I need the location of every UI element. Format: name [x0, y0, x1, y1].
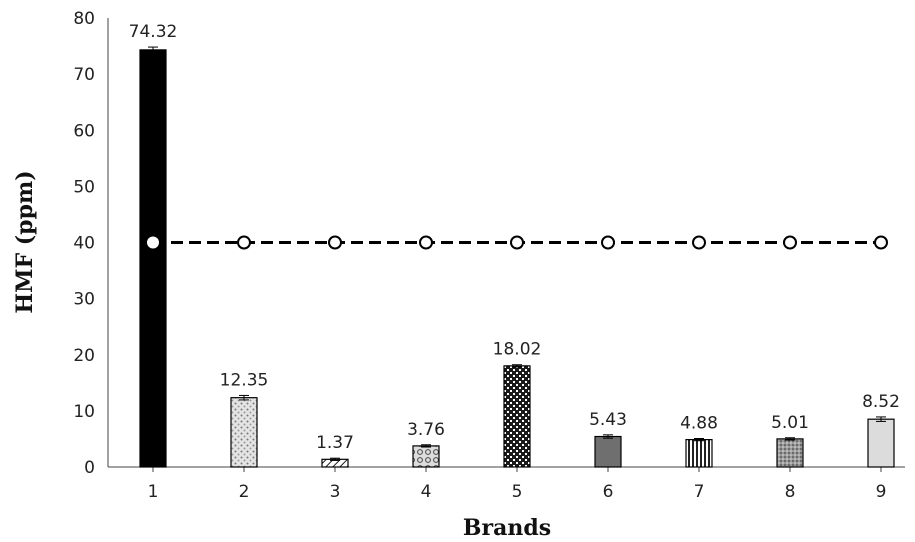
bar-brand-4: [412, 445, 440, 468]
reference-line-marker: [783, 235, 797, 250]
x-tick-group: 1 2 3 4 5 6 7 8 9: [148, 467, 887, 502]
data-label: 74.32: [129, 22, 178, 42]
bar-brand-7: [685, 439, 713, 468]
reference-line-marker: [147, 236, 159, 249]
bar-brand-1: [139, 49, 167, 468]
bar-brand-6: [594, 435, 622, 468]
reference-line-marker: [601, 235, 615, 250]
reference-line-marker: [692, 235, 706, 250]
data-label: 18.02: [493, 340, 542, 360]
x-axis-title: Brands: [463, 515, 551, 541]
y-tick-label: 50: [73, 177, 95, 197]
y-tick-label: 10: [73, 402, 95, 422]
x-tick-label: 4: [421, 482, 432, 502]
reference-line-marker: [510, 235, 524, 250]
y-tick-label: 80: [73, 9, 95, 29]
x-tick-label: 1: [148, 482, 159, 502]
bar-brand-8: [776, 438, 804, 468]
reference-line-group: [147, 235, 888, 250]
y-tick-label: 20: [73, 346, 95, 366]
y-tick-group: 0 10 20 30 40 50 60 70 80: [73, 9, 95, 478]
x-tick-label: 6: [603, 482, 614, 502]
data-label-group: 74.32 12.35 1.37 3.76 18.02 5.43 4.88 5.01 8.52: [129, 22, 900, 453]
bar-brand-2: [230, 397, 258, 468]
y-tick-label: 70: [73, 65, 95, 85]
y-tick-label: 40: [73, 234, 95, 254]
reference-line-marker: [237, 235, 251, 250]
x-tick-label: 3: [330, 482, 341, 502]
data-label: 8.52: [862, 392, 900, 412]
reference-line-marker: [874, 235, 888, 250]
data-label: 4.88: [680, 413, 718, 433]
data-label: 3.76: [407, 420, 445, 440]
x-tick-label: 5: [512, 482, 523, 502]
y-tick-label: 60: [73, 121, 95, 141]
y-axis-title: HMF (ppm): [12, 170, 38, 313]
bar-brand-5: [503, 365, 531, 468]
x-tick-label: 7: [694, 482, 705, 502]
data-label: 5.01: [771, 413, 809, 433]
x-tick-label: 2: [239, 482, 250, 502]
bar-group: [139, 46, 895, 468]
data-label: 1.37: [316, 433, 354, 453]
bar-brand-9: [867, 418, 895, 468]
x-tick-label: 8: [785, 482, 796, 502]
y-tick-label: 0: [84, 458, 95, 478]
reference-line-marker: [419, 235, 433, 250]
x-tick-label: 9: [876, 482, 887, 502]
data-label: 12.35: [220, 370, 269, 390]
reference-line-marker: [328, 235, 342, 250]
data-label: 5.43: [589, 410, 627, 430]
y-tick-label: 30: [73, 290, 95, 310]
